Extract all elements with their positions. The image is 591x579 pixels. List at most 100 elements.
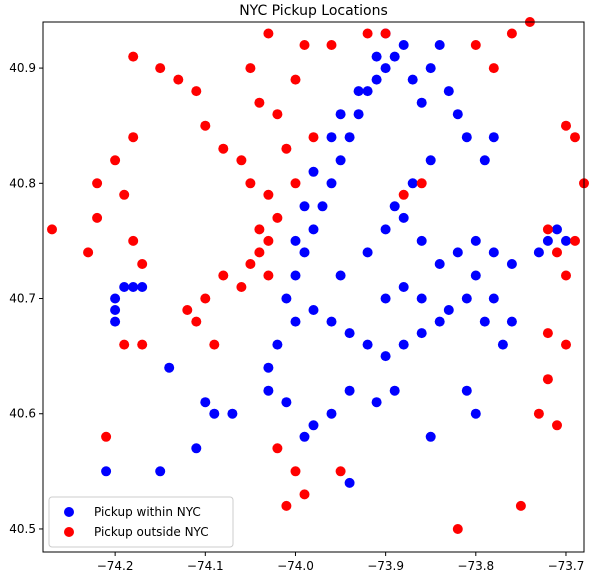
point-outside-nyc-12 — [191, 86, 201, 96]
point-outside-nyc-17 — [263, 190, 273, 200]
point-within-nyc-30 — [417, 328, 427, 338]
point-within-nyc-8 — [354, 109, 364, 119]
point-outside-nyc-21 — [263, 271, 273, 281]
point-outside-nyc-55 — [552, 420, 562, 430]
point-outside-nyc-56 — [534, 409, 544, 419]
point-outside-nyc-44 — [489, 63, 499, 73]
point-within-nyc-61 — [101, 466, 111, 476]
point-outside-nyc-50 — [561, 271, 571, 281]
point-outside-nyc-65 — [309, 132, 319, 142]
point-outside-nyc-4 — [110, 155, 120, 165]
point-outside-nyc-23 — [272, 213, 282, 223]
point-within-nyc-14 — [291, 236, 301, 246]
point-within-nyc-35 — [399, 213, 409, 223]
point-outside-nyc-45 — [507, 29, 517, 39]
point-outside-nyc-69 — [570, 132, 580, 142]
points-layer — [47, 17, 589, 534]
point-within-nyc-6 — [336, 155, 346, 165]
point-outside-nyc-39 — [399, 190, 409, 200]
point-within-nyc-32 — [336, 271, 346, 281]
y-tick-label-4: 40.9 — [9, 61, 36, 75]
point-outside-nyc-6 — [128, 132, 138, 142]
x-axis: −74.2 −74.1 −74.0 −73.9 −73.8 −73.7 — [97, 552, 585, 573]
point-outside-nyc-22 — [263, 236, 273, 246]
point-within-nyc-69 — [480, 155, 490, 165]
point-outside-nyc-14 — [218, 144, 228, 154]
y-tick-label-0: 40.5 — [9, 522, 36, 536]
point-within-nyc-74 — [345, 478, 355, 488]
point-outside-nyc-58 — [453, 524, 463, 534]
point-within-nyc-77 — [426, 63, 436, 73]
y-tick-label-2: 40.7 — [9, 292, 36, 306]
point-outside-nyc-57 — [516, 501, 526, 511]
point-within-nyc-92 — [417, 294, 427, 304]
point-within-nyc-16 — [309, 167, 319, 177]
point-outside-nyc-33 — [272, 443, 282, 453]
point-outside-nyc-51 — [543, 328, 553, 338]
point-outside-nyc-10 — [155, 63, 165, 73]
point-within-nyc-13 — [399, 40, 409, 50]
point-outside-nyc-36 — [281, 501, 291, 511]
point-outside-nyc-60 — [291, 75, 301, 85]
point-within-nyc-25 — [327, 317, 337, 327]
legend: Pickup within NYC Pickup outside NYC — [49, 497, 233, 547]
point-outside-nyc-37 — [336, 466, 346, 476]
point-within-nyc-68 — [561, 236, 571, 246]
point-within-nyc-66 — [543, 236, 553, 246]
point-within-nyc-3 — [309, 224, 319, 234]
point-within-nyc-55 — [110, 305, 120, 315]
point-within-nyc-12 — [390, 52, 400, 62]
point-outside-nyc-63 — [263, 29, 273, 39]
point-within-nyc-23 — [291, 317, 301, 327]
point-within-nyc-20 — [372, 52, 382, 62]
point-within-nyc-85 — [462, 294, 472, 304]
point-outside-nyc-41 — [363, 29, 373, 39]
point-within-nyc-75 — [408, 75, 418, 85]
x-tick-label-4: −73.8 — [457, 559, 494, 573]
point-outside-nyc-64 — [300, 40, 310, 50]
point-outside-nyc-52 — [561, 340, 571, 350]
point-within-nyc-44 — [309, 420, 319, 430]
point-outside-nyc-24 — [236, 282, 246, 292]
point-within-nyc-82 — [390, 201, 400, 211]
x-tick-label-1: −74.1 — [187, 559, 224, 573]
point-within-nyc-40 — [489, 247, 499, 257]
legend-label-outside: Pickup outside NYC — [94, 525, 209, 539]
point-within-nyc-59 — [209, 409, 219, 419]
point-within-nyc-80 — [453, 109, 463, 119]
point-outside-nyc-59 — [272, 109, 282, 119]
point-within-nyc-70 — [489, 132, 499, 142]
point-outside-nyc-20 — [245, 259, 255, 269]
point-within-nyc-36 — [417, 236, 427, 246]
point-outside-nyc-66 — [291, 178, 301, 188]
point-within-nyc-28 — [381, 351, 391, 361]
point-within-nyc-89 — [489, 294, 499, 304]
point-outside-nyc-3 — [92, 178, 102, 188]
legend-marker-outside — [64, 527, 74, 537]
point-outside-nyc-32 — [101, 432, 111, 442]
point-within-nyc-87 — [498, 340, 508, 350]
point-within-nyc-54 — [137, 282, 147, 292]
point-outside-nyc-11 — [173, 75, 183, 85]
point-outside-nyc-34 — [291, 466, 301, 476]
legend-label-within: Pickup within NYC — [94, 505, 201, 519]
point-outside-nyc-16 — [245, 178, 255, 188]
point-within-nyc-17 — [327, 132, 337, 142]
x-tick-label-5: −73.7 — [548, 559, 585, 573]
point-within-nyc-15 — [300, 201, 310, 211]
point-within-nyc-90 — [471, 271, 481, 281]
point-outside-nyc-27 — [182, 305, 192, 315]
y-axis: 40.5 40.6 40.7 40.8 40.9 — [9, 61, 43, 536]
point-within-nyc-86 — [480, 317, 490, 327]
point-within-nyc-71 — [471, 409, 481, 419]
point-within-nyc-45 — [300, 432, 310, 442]
point-within-nyc-88 — [507, 317, 517, 327]
point-outside-nyc-29 — [209, 340, 219, 350]
point-outside-nyc-19 — [254, 247, 264, 257]
point-within-nyc-33 — [363, 247, 373, 257]
point-within-nyc-62 — [155, 466, 165, 476]
point-outside-nyc-28 — [191, 317, 201, 327]
point-within-nyc-93 — [399, 282, 409, 292]
x-tick-label-0: −74.2 — [97, 559, 134, 573]
